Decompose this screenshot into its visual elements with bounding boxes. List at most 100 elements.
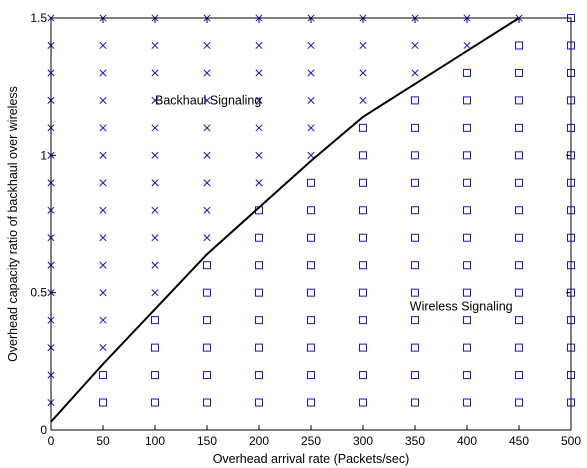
x-marker-stroke <box>307 69 315 77</box>
x-marker-stroke <box>255 69 263 77</box>
plot-marks <box>47 14 575 423</box>
x-marker <box>203 179 211 187</box>
annotations: Backhaul Signaling Wireless Signaling <box>155 93 513 313</box>
x-marker-stroke <box>203 96 211 104</box>
x-marker <box>411 69 419 77</box>
x-marker <box>255 151 263 159</box>
square-marker <box>307 316 315 325</box>
square-marker <box>411 151 419 160</box>
x-marker <box>203 124 211 132</box>
square-marker <box>307 261 315 270</box>
square-marker <box>255 371 263 380</box>
x-marker <box>99 124 107 132</box>
x-marker <box>359 69 367 77</box>
region-label: Wireless Signaling <box>410 299 513 313</box>
x-tick-label: 300 <box>353 434 373 448</box>
x-marker <box>203 234 211 242</box>
x-marker-stroke <box>359 96 367 104</box>
x-marker <box>99 206 107 214</box>
boundary-line <box>50 17 520 423</box>
square-marker <box>307 288 315 297</box>
square-marker <box>151 316 159 325</box>
x-marker <box>463 41 471 50</box>
x-marker-stroke <box>151 289 159 297</box>
square-marker <box>411 316 419 325</box>
x-marker-stroke <box>151 124 159 132</box>
square-marker <box>463 96 471 105</box>
square-marker <box>203 343 211 352</box>
x-marker <box>307 96 315 104</box>
square-marker <box>515 371 523 380</box>
square-marker <box>515 206 523 215</box>
x-marker <box>99 151 107 159</box>
square-marker <box>359 261 367 270</box>
x-marker <box>203 41 211 50</box>
square-marker <box>515 41 523 50</box>
x-marker-stroke <box>307 41 315 50</box>
square-marker <box>203 371 211 380</box>
region-label: Backhaul Signaling <box>155 93 261 107</box>
x-marker <box>151 289 159 297</box>
x-marker-stroke <box>151 206 159 214</box>
square-marker <box>255 233 263 242</box>
x-marker-stroke <box>255 41 263 50</box>
square-marker <box>359 178 367 187</box>
x-marker <box>99 234 107 242</box>
x-marker-stroke <box>307 124 315 132</box>
x-marker-stroke <box>359 69 367 77</box>
square-marker <box>203 261 211 270</box>
square-marker <box>515 151 523 160</box>
x-marker-stroke <box>151 234 159 242</box>
square-marker <box>463 316 471 325</box>
x-marker <box>99 344 107 352</box>
x-marker <box>151 69 159 77</box>
x-marker <box>151 179 159 187</box>
x-tick-label: 50 <box>96 434 110 448</box>
square-marker <box>307 343 315 352</box>
square-marker <box>255 261 263 270</box>
x-tick-label: 500 <box>561 434 581 448</box>
x-tick-label: 250 <box>301 434 321 448</box>
x-marker-stroke <box>99 96 107 104</box>
square-marker <box>255 316 263 325</box>
x-tick-label: 100 <box>145 434 165 448</box>
x-marker <box>203 151 211 159</box>
x-marker <box>99 289 107 297</box>
x-marker <box>255 69 263 77</box>
square-marker <box>515 316 523 325</box>
x-marker-stroke <box>255 179 263 187</box>
x-marker-stroke <box>151 69 159 77</box>
square-marker <box>359 123 367 132</box>
square-marker <box>515 68 523 77</box>
x-tick-label: 400 <box>457 434 477 448</box>
square-marker <box>307 398 315 407</box>
x-tick-label: 200 <box>249 434 269 448</box>
x-marker <box>99 69 107 77</box>
x-marker-stroke <box>255 151 263 159</box>
x-marker <box>307 41 315 50</box>
square-marker <box>359 288 367 297</box>
square-marker <box>463 123 471 132</box>
square-marker <box>515 178 523 187</box>
square-marker <box>99 371 107 380</box>
x-marker-stroke <box>99 124 107 132</box>
square-marker <box>151 398 159 407</box>
x-marker-stroke <box>99 151 107 159</box>
x-marker <box>151 261 159 269</box>
square-marker <box>463 206 471 215</box>
square-marker <box>203 288 211 297</box>
square-marker <box>255 288 263 297</box>
square-marker <box>411 398 419 407</box>
x-marker-stroke <box>307 96 315 104</box>
x-marker <box>255 41 263 50</box>
x-marker <box>151 234 159 242</box>
x-marker-stroke <box>99 206 107 214</box>
x-marker <box>255 179 263 187</box>
x-marker-stroke <box>99 344 107 352</box>
y-axis-title: Overhead capacity ratio of backhaul over… <box>6 86 20 362</box>
x-marker-stroke <box>463 41 471 50</box>
x-marker <box>151 124 159 132</box>
x-marker-stroke <box>99 234 107 242</box>
square-marker <box>411 343 419 352</box>
